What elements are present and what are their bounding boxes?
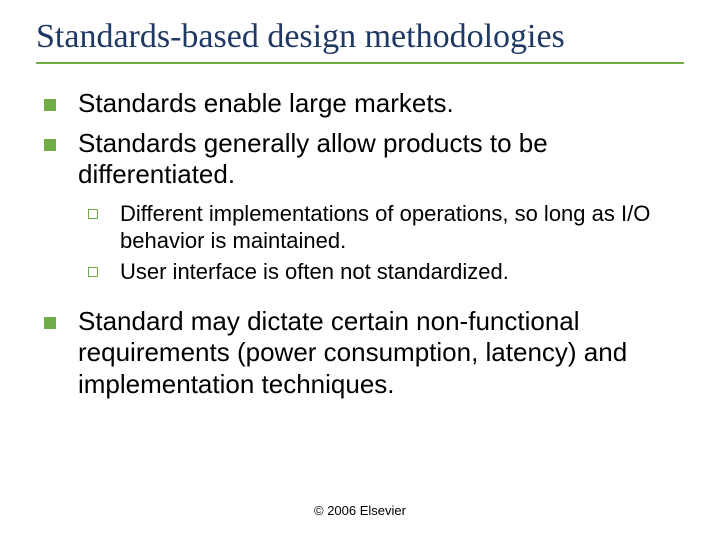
list-item: Standard may dictate certain non-functio… (36, 306, 684, 401)
hollow-square-bullet-icon (88, 267, 98, 277)
list-item-text: User interface is often not standardized… (120, 259, 509, 284)
list-item-text: Standard may dictate certain non-functio… (78, 306, 627, 399)
slide: Standards-based design methodologies Sta… (0, 0, 720, 540)
list-item-text: Standards generally allow products to be… (78, 128, 548, 190)
slide-body: Standards enable large markets. Standard… (36, 64, 684, 401)
list-item: User interface is often not standardized… (78, 259, 684, 286)
hollow-square-bullet-icon (88, 209, 98, 219)
list-item: Standards enable large markets. (36, 88, 684, 120)
bullet-list: Standards enable large markets. Standard… (36, 88, 684, 401)
list-item-text: Different implementations of operations,… (120, 201, 650, 253)
sub-bullet-list: Different implementations of operations,… (78, 191, 684, 297)
list-item-text: Standards enable large markets. (78, 88, 454, 118)
list-item: Standards generally allow products to be… (36, 128, 684, 298)
slide-title: Standards-based design methodologies (36, 18, 684, 64)
list-item: Different implementations of operations,… (78, 201, 684, 255)
square-bullet-icon (44, 317, 56, 329)
copyright-footer: © 2006 Elsevier (0, 503, 720, 518)
square-bullet-icon (44, 139, 56, 151)
square-bullet-icon (44, 99, 56, 111)
